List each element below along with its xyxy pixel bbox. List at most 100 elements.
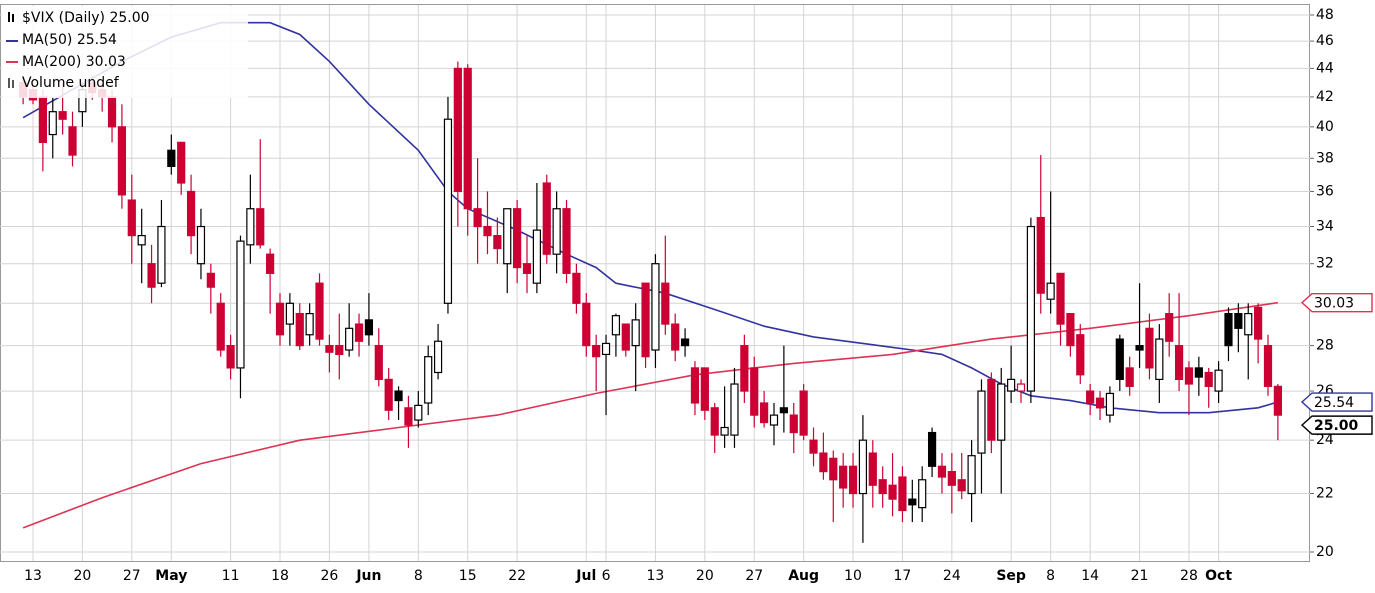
candle-body bbox=[117, 126, 127, 196]
candle-body bbox=[266, 253, 275, 274]
candle-body bbox=[927, 431, 937, 467]
candle-body bbox=[453, 67, 462, 193]
candle-body bbox=[48, 111, 57, 136]
candle-body bbox=[947, 471, 956, 486]
candle-body bbox=[1263, 345, 1273, 387]
candle-body bbox=[256, 208, 265, 246]
candle-body bbox=[601, 342, 611, 356]
candle-body bbox=[177, 141, 186, 184]
legend-icon bbox=[8, 78, 10, 88]
candle-body bbox=[1224, 313, 1233, 347]
candle-body bbox=[819, 452, 828, 473]
candle-body bbox=[157, 225, 166, 284]
candle-body bbox=[789, 414, 798, 434]
x-tick-label: 13 bbox=[647, 568, 665, 584]
legend-entry: MA(50) 25.54 bbox=[22, 32, 117, 48]
candle-body bbox=[868, 452, 877, 486]
x-tick-label: 14 bbox=[1081, 568, 1099, 584]
y-tick-label: 36 bbox=[1316, 183, 1334, 199]
candle-body bbox=[1036, 216, 1045, 294]
candle-body bbox=[305, 313, 314, 336]
candle-body bbox=[137, 235, 146, 246]
legend-icon bbox=[12, 80, 14, 88]
candle-body bbox=[1125, 367, 1134, 387]
candle-body bbox=[236, 240, 245, 369]
x-tick-label: Jun bbox=[355, 568, 381, 584]
candle-body bbox=[196, 225, 206, 265]
candle-body bbox=[513, 208, 522, 269]
candles bbox=[19, 61, 1282, 543]
candle-body bbox=[424, 356, 433, 404]
candle-body bbox=[898, 476, 907, 512]
candle-body bbox=[1184, 367, 1194, 385]
candle-body bbox=[68, 126, 77, 156]
x-tick-label: 13 bbox=[24, 568, 42, 584]
x-tick-label: Oct bbox=[1205, 568, 1232, 584]
candle-body bbox=[908, 498, 917, 506]
y-tick-label: 38 bbox=[1316, 150, 1334, 166]
x-tick-label: 24 bbox=[943, 568, 961, 584]
x-tick-label: 20 bbox=[696, 568, 714, 584]
legend-icon bbox=[12, 14, 14, 22]
candle-body bbox=[1234, 313, 1243, 329]
x-tick-label: 8 bbox=[1046, 568, 1055, 584]
x-tick-label: 20 bbox=[73, 568, 91, 584]
x-tick-label: Sep bbox=[996, 568, 1026, 584]
ma-line bbox=[22, 21, 1279, 414]
candle-body bbox=[473, 208, 482, 228]
x-tick-label: 28 bbox=[1180, 568, 1198, 584]
candle-body bbox=[1174, 345, 1184, 380]
y-tick-label: 34 bbox=[1316, 219, 1334, 235]
candle-body bbox=[532, 229, 541, 284]
y-tick-label: 28 bbox=[1316, 338, 1334, 354]
candle-body bbox=[1194, 367, 1203, 378]
candle-body bbox=[918, 479, 927, 509]
candle-body bbox=[107, 96, 117, 128]
candle-body bbox=[167, 149, 176, 168]
legend-title: $VIX (Daily) 25.00 bbox=[22, 10, 150, 26]
candle-body bbox=[463, 67, 472, 210]
candle-body bbox=[760, 402, 769, 424]
candle-body bbox=[1115, 338, 1124, 380]
candle-body bbox=[374, 345, 383, 380]
y-tick-label: 32 bbox=[1316, 256, 1334, 272]
value-tag-box bbox=[1300, 392, 1373, 412]
candle-body bbox=[680, 338, 690, 347]
candle-body bbox=[799, 390, 808, 436]
candle-body bbox=[1273, 385, 1282, 416]
legend: $VIX (Daily) 25.00 MA(50) 25.54 MA(200) … bbox=[2, 6, 248, 98]
legend-entry: MA(200) 30.03 bbox=[22, 54, 126, 70]
candle-body bbox=[493, 235, 502, 250]
x-tick-label: Jul bbox=[575, 568, 596, 584]
candle-body bbox=[671, 323, 680, 351]
candle-body bbox=[582, 302, 591, 347]
value-tag-label: 25.54 bbox=[1314, 395, 1354, 411]
candle-body bbox=[858, 439, 868, 495]
candle-body bbox=[651, 263, 660, 351]
candle-body bbox=[710, 407, 719, 436]
candle-body bbox=[641, 282, 650, 358]
candle-body bbox=[58, 111, 67, 120]
candle-body bbox=[661, 282, 670, 325]
x-tick-label: 6 bbox=[602, 568, 611, 584]
legend-background bbox=[2, 6, 248, 98]
candle-body bbox=[700, 367, 709, 411]
candle-body bbox=[1155, 338, 1164, 380]
value-tag-label: 30.03 bbox=[1314, 296, 1354, 312]
x-tick-label: 11 bbox=[222, 568, 240, 584]
candle-body bbox=[779, 407, 788, 414]
candle-body bbox=[1214, 369, 1223, 392]
candle-body bbox=[364, 319, 374, 336]
candle-body bbox=[226, 345, 235, 369]
candle-body bbox=[878, 479, 887, 495]
candle-body bbox=[809, 439, 818, 454]
candle-body bbox=[1016, 383, 1026, 392]
value-tag: 25.54 bbox=[1300, 392, 1373, 412]
candle-body bbox=[1135, 345, 1144, 351]
candle-body bbox=[354, 323, 364, 342]
candle-body bbox=[394, 390, 403, 402]
candle-body bbox=[186, 190, 196, 237]
candle-body bbox=[503, 208, 512, 265]
value-tags: 25.54 30.03 25.00 bbox=[1300, 292, 1373, 435]
